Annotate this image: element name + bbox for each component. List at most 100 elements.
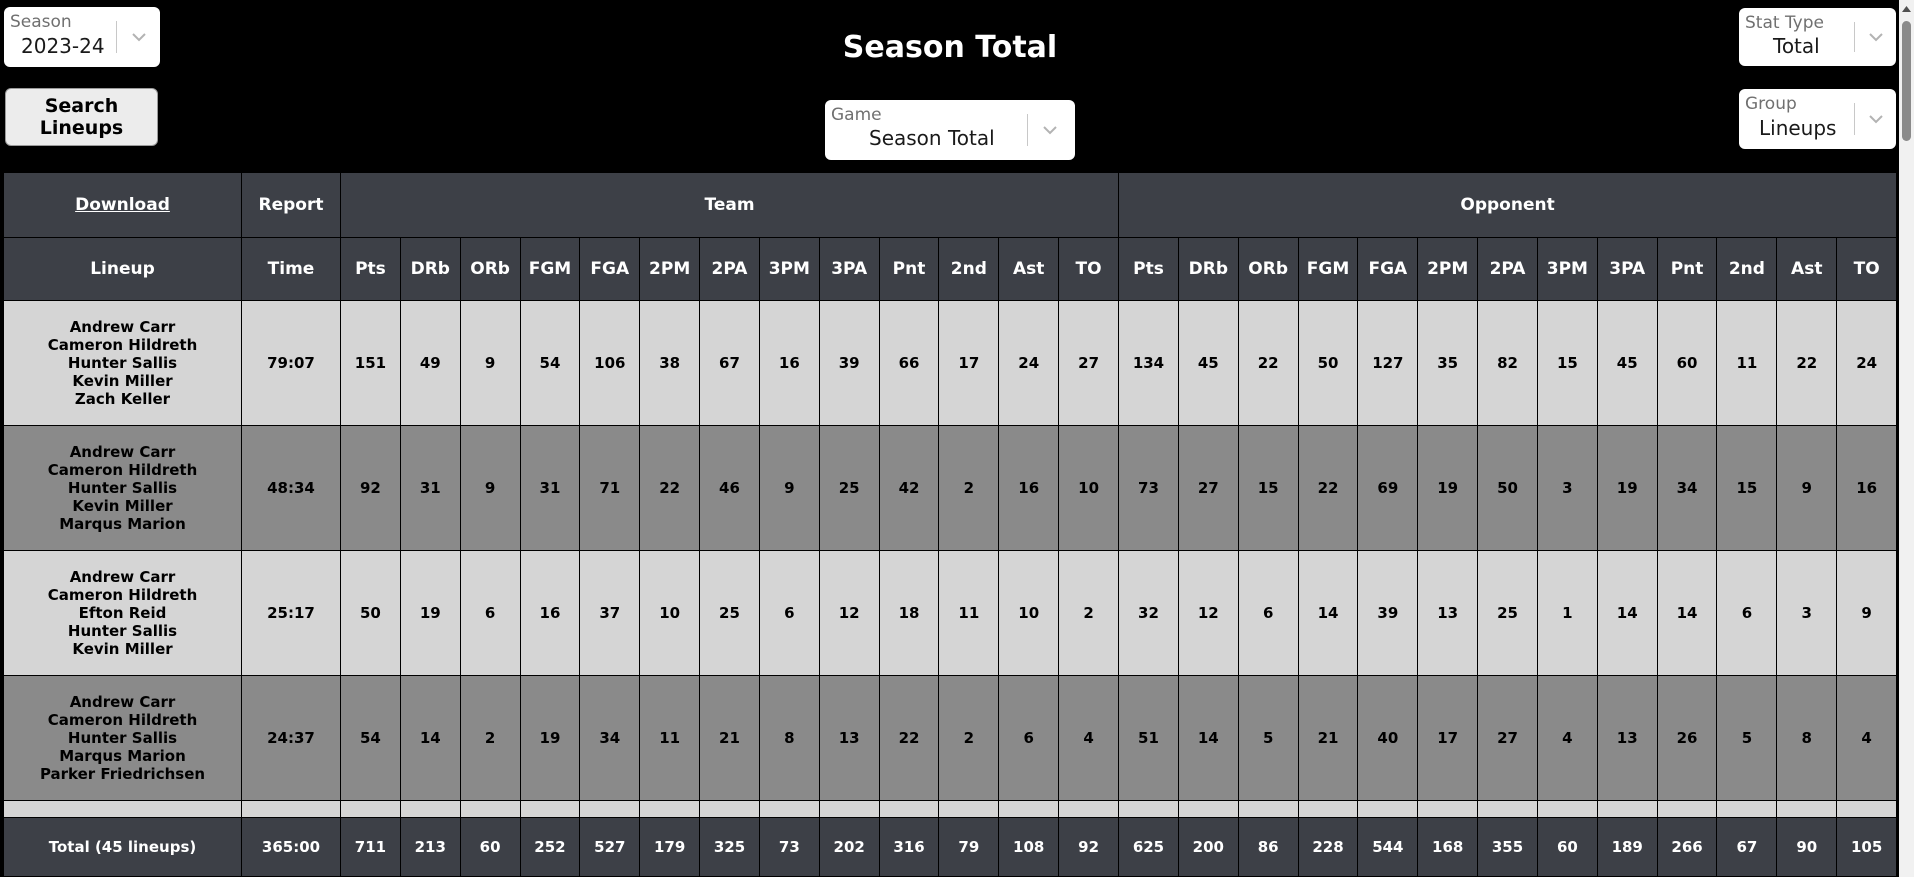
opponent-3pa-header[interactable]: 3PA: [1596, 237, 1658, 301]
opponent-stat-cell: 14: [1656, 550, 1718, 676]
team-stat-cell: 71: [579, 425, 641, 551]
team-2nd-header[interactable]: 2nd: [938, 237, 1000, 301]
opponent-stat-cell: 34: [1656, 425, 1718, 551]
opponent-stat-cell: 19: [1596, 425, 1658, 551]
scroll-up-arrow-icon[interactable]: [1899, 0, 1914, 17]
team-pts-header[interactable]: Pts: [340, 237, 401, 301]
team-orb-header[interactable]: ORb: [459, 237, 521, 301]
table-row[interactable]: [3, 800, 1898, 818]
team-stat-cell: 2: [938, 425, 1000, 551]
stat-type-select-label: Stat Type: [1745, 13, 1824, 33]
total-opponent-stat-cell: 355: [1477, 817, 1538, 877]
report-header: Report: [241, 172, 341, 238]
opponent-fgm-header[interactable]: FGM: [1297, 237, 1359, 301]
search-lineups-button[interactable]: Search Lineups: [5, 88, 158, 146]
team-stat-cell: 10: [639, 550, 701, 676]
time-header[interactable]: Time: [241, 237, 341, 301]
total-opponent-stat-cell: 67: [1716, 817, 1778, 877]
chevron-down-icon[interactable]: [1858, 8, 1894, 66]
table-row[interactable]: Andrew Carr Cameron Hildreth Hunter Sallis…: [3, 675, 1898, 801]
scrollbar[interactable]: [1899, 0, 1914, 877]
opponent-stat-cell: 14: [1297, 550, 1359, 676]
chevron-down-icon[interactable]: [1032, 100, 1068, 160]
team-fga-header[interactable]: FGA: [579, 237, 641, 301]
scrollbar-thumb[interactable]: [1902, 21, 1911, 141]
player-name: Kevin Miller: [72, 497, 173, 515]
opponent-stat-cell: 127: [1357, 300, 1419, 426]
season-select-separator: [116, 21, 117, 53]
group-select[interactable]: Group Lineups: [1739, 89, 1896, 149]
team-stat-cell: 19: [399, 550, 461, 676]
partial-row-cell: [1058, 800, 1120, 818]
total-team-stat-cell: 179: [639, 817, 701, 877]
team-stat-cell: 50: [340, 550, 401, 676]
team-to-header[interactable]: TO: [1058, 237, 1120, 301]
stat-type-select[interactable]: Stat Type Total: [1739, 8, 1896, 66]
player-name: Andrew Carr: [69, 443, 176, 461]
opponent-2nd-header[interactable]: 2nd: [1716, 237, 1778, 301]
table-row[interactable]: Andrew Carr Cameron Hildreth Hunter Sallis…: [3, 300, 1898, 426]
opponent-pnt-header[interactable]: Pnt: [1656, 237, 1718, 301]
opponent-stat-cell: 45: [1177, 300, 1239, 426]
team-stat-cell: 16: [998, 425, 1060, 551]
opponent-orb-header[interactable]: ORb: [1237, 237, 1299, 301]
table-row[interactable]: Andrew Carr Cameron Hildreth Hunter Sallis…: [3, 425, 1898, 551]
opponent-stat-cell: 40: [1357, 675, 1419, 801]
team-stat-cell: 66: [878, 300, 940, 426]
download-link[interactable]: Download: [75, 195, 170, 215]
team-stat-cell: 11: [938, 550, 1000, 676]
lineup-cell: Andrew Carr Cameron Hildreth Hunter Sallis…: [3, 675, 242, 801]
opponent-stat-cell: 39: [1357, 550, 1419, 676]
opponent-drb-header[interactable]: DRb: [1177, 237, 1239, 301]
total-opponent-stat-cell: 86: [1237, 817, 1299, 877]
total-team-stat-cell: 252: [519, 817, 581, 877]
team-stat-cell: 49: [399, 300, 461, 426]
team-stat-cell: 39: [818, 300, 880, 426]
team-3pa-header[interactable]: 3PA: [818, 237, 880, 301]
opponent-2pm-header[interactable]: 2PM: [1417, 237, 1479, 301]
chevron-down-icon[interactable]: [1858, 89, 1894, 149]
chevron-down-icon[interactable]: [121, 7, 157, 67]
partial-row-cell: [579, 800, 641, 818]
team-pnt-header[interactable]: Pnt: [878, 237, 940, 301]
opponent-2pa-header[interactable]: 2PA: [1477, 237, 1538, 301]
opponent-ast-header[interactable]: Ast: [1776, 237, 1838, 301]
partial-row-cell: [1477, 800, 1538, 818]
team-2pa-header[interactable]: 2PA: [699, 237, 760, 301]
opponent-stat-cell: 9: [1776, 425, 1838, 551]
opponent-3pm-header[interactable]: 3PM: [1536, 237, 1598, 301]
game-select[interactable]: Game Season Total: [825, 100, 1075, 160]
table-row[interactable]: Andrew Carr Cameron Hildreth Efton Reid Hun…: [3, 550, 1898, 676]
team-drb-header[interactable]: DRb: [399, 237, 461, 301]
total-opponent-stat-cell: 168: [1417, 817, 1479, 877]
player-name: Kevin Miller: [72, 640, 173, 658]
opponent-stat-cell: 45: [1596, 300, 1658, 426]
team-stat-cell: 19: [519, 675, 581, 801]
season-select[interactable]: Season 2023-24: [4, 7, 160, 67]
player-name: Cameron Hildreth: [47, 336, 198, 354]
opponent-group-header: Opponent: [1118, 172, 1898, 238]
opponent-fga-header[interactable]: FGA: [1357, 237, 1419, 301]
opponent-to-header[interactable]: TO: [1836, 237, 1898, 301]
team-2pm-header[interactable]: 2PM: [639, 237, 701, 301]
opponent-stat-cell: 6: [1237, 550, 1299, 676]
game-select-value: Season Total: [869, 126, 995, 150]
opponent-stat-cell: 15: [1536, 300, 1598, 426]
opponent-stat-cell: 1: [1536, 550, 1598, 676]
team-stat-cell: 17: [938, 300, 1000, 426]
team-stat-cell: 46: [699, 425, 760, 551]
team-fgm-header[interactable]: FGM: [519, 237, 581, 301]
opponent-stat-cell: 19: [1417, 425, 1479, 551]
opponent-stat-cell: 4: [1836, 675, 1898, 801]
lineup-cell: Andrew Carr Cameron Hildreth Hunter Sallis…: [3, 425, 242, 551]
opponent-pts-header[interactable]: Pts: [1118, 237, 1179, 301]
partial-row-cell: [1357, 800, 1419, 818]
team-stat-cell: 9: [459, 300, 521, 426]
team-ast-header[interactable]: Ast: [998, 237, 1060, 301]
partial-row-cell: [1237, 800, 1299, 818]
game-select-label: Game: [831, 105, 882, 125]
lineup-cell: Andrew Carr Cameron Hildreth Efton Reid Hun…: [3, 550, 242, 676]
lineup-header[interactable]: Lineup: [3, 237, 242, 301]
partial-row-cell: [1596, 800, 1658, 818]
team-3pm-header[interactable]: 3PM: [758, 237, 820, 301]
